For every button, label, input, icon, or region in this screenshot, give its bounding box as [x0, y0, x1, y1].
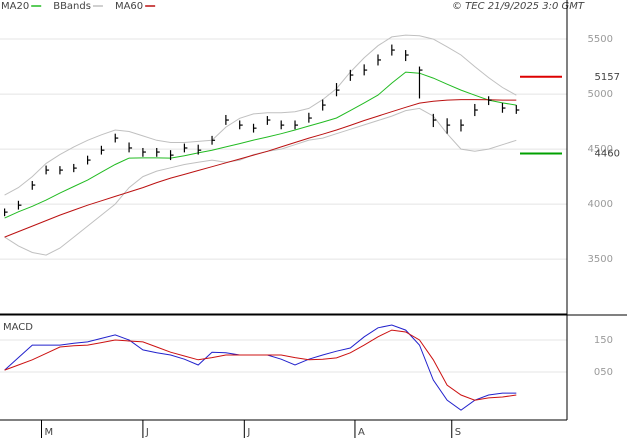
x-tick-label: J [145, 427, 149, 438]
ma-line [4, 34, 517, 196]
legend-label: MA20 [1, 1, 29, 12]
plot-background [0, 0, 567, 420]
y-tick-label: 150 [594, 335, 613, 346]
y-tick-label: 3500 [588, 254, 613, 265]
x-tick-label: M [44, 427, 53, 438]
ma-line [4, 71, 517, 219]
macd-line [4, 329, 517, 401]
ma-line [4, 99, 517, 238]
y-tick-label: 5500 [588, 34, 613, 45]
x-tick-label: J [246, 427, 250, 438]
legend-label: MA60 [115, 1, 143, 12]
x-tick-label: S [455, 427, 461, 438]
y-tick-label: 4500 [588, 144, 613, 155]
source: © TEC 21/9/2025 3:0 GMT [452, 1, 585, 12]
y-tick-label: 4000 [588, 199, 613, 210]
x-tick-label: A [358, 427, 365, 438]
panel-title: MACD [3, 322, 33, 333]
legend-label: BBands [53, 1, 91, 12]
level-label: 4460 [595, 148, 620, 159]
level-label: 5157 [595, 72, 620, 83]
y-tick-label: 050 [594, 367, 613, 378]
y-tick-label: 5000 [588, 89, 613, 100]
